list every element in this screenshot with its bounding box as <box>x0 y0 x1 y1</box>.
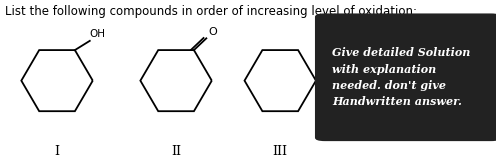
Text: III: III <box>273 145 288 158</box>
Text: List the following compounds in order of increasing level of oxidation:: List the following compounds in order of… <box>5 5 417 18</box>
FancyBboxPatch shape <box>315 13 496 141</box>
Text: I: I <box>55 145 60 158</box>
Text: Give detailed Solution
with explanation
needed. don't give
Handwritten answer.: Give detailed Solution with explanation … <box>332 47 471 107</box>
Text: OH: OH <box>90 29 106 39</box>
Text: II: II <box>171 145 181 158</box>
Text: O: O <box>209 27 218 37</box>
